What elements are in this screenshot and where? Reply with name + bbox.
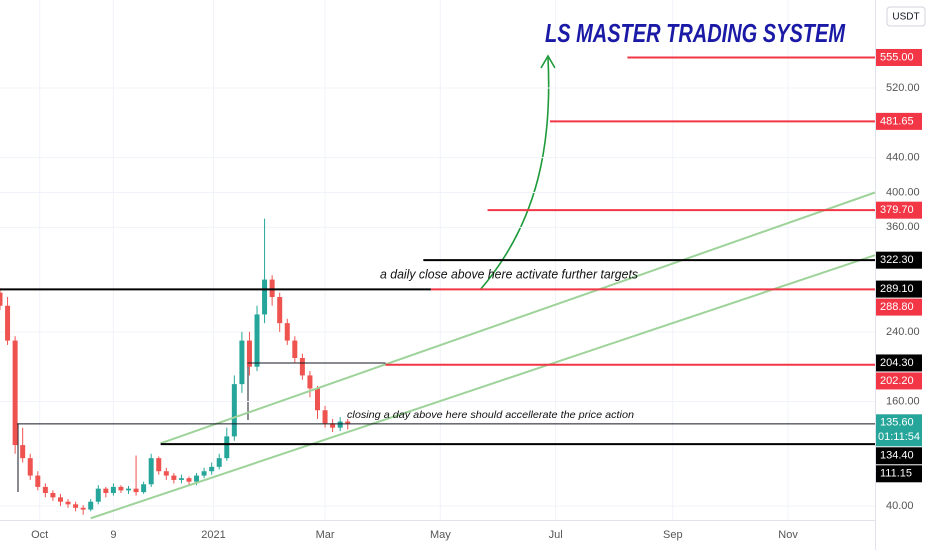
candle-body [118, 486, 124, 491]
arrow [479, 57, 550, 291]
candle-body [231, 384, 237, 437]
candle-body [110, 486, 116, 493]
candle-body [20, 445, 26, 459]
candle-body [163, 471, 169, 476]
candle-body [57, 497, 63, 502]
trendline [90, 254, 876, 520]
price-label-box [876, 447, 922, 465]
candle-body [314, 388, 320, 411]
candle-body [216, 458, 222, 467]
candle-body [307, 375, 313, 389]
price-label-box [876, 298, 922, 316]
candle-body [322, 410, 328, 424]
price-label: 135.60 [880, 417, 914, 429]
price-label: 134.40 [880, 450, 914, 462]
price-label-box [876, 112, 922, 130]
y-tick-label: 360.00 [886, 221, 920, 233]
x-tick-label: 9 [110, 529, 116, 541]
x-tick-label: 2021 [201, 529, 225, 541]
price-label-box [876, 251, 922, 269]
candle-body [148, 458, 154, 485]
candle-body [201, 471, 207, 476]
candle-body [126, 488, 132, 491]
candle-body [35, 475, 41, 487]
price-label: 289.10 [880, 283, 914, 295]
candle-body [178, 478, 184, 480]
x-tick-label: Sep [663, 529, 683, 541]
candle-body [254, 314, 260, 367]
candle-body [73, 504, 79, 508]
x-tick-label: Mar [316, 529, 335, 541]
currency-badge [886, 6, 926, 27]
annotation: closing a day above here should acceller… [347, 409, 634, 421]
candle-body [239, 340, 245, 385]
countdown: 01:11:54 [878, 431, 920, 443]
price-label: 111.15 [880, 468, 912, 480]
candle-body [0, 292, 3, 306]
candle-body [171, 475, 177, 480]
candle-body [5, 305, 11, 341]
candle-body [345, 421, 351, 424]
price-label: 379.70 [880, 204, 914, 216]
candle-body [88, 501, 94, 510]
price-label-box [876, 465, 922, 483]
x-tick-label: Oct [31, 529, 48, 541]
candle-body [262, 279, 268, 315]
candle-body [224, 436, 230, 459]
x-tick-label: May [430, 529, 451, 541]
candle-body [156, 458, 162, 472]
candle-body [337, 421, 343, 428]
annotation: a daily close above here activate furthe… [380, 266, 638, 281]
price-label-box [876, 201, 922, 219]
y-tick-label: 520.00 [886, 82, 920, 94]
y-tick-label: 400.00 [886, 186, 920, 198]
candle-body [186, 478, 192, 482]
candle-body [277, 297, 283, 324]
candle-body [269, 279, 275, 298]
x-tick-label: Nov [778, 529, 798, 541]
candle-body [141, 484, 147, 493]
y-tick-label: 440.00 [886, 152, 920, 164]
candle-body [133, 488, 139, 493]
candle-body [103, 488, 109, 493]
y-tick-label: 240.00 [886, 326, 920, 338]
candle-body [65, 501, 71, 505]
x-tick-label: Jul [549, 529, 563, 541]
price-label: 481.65 [880, 115, 914, 127]
candle-body [194, 475, 200, 482]
candle-body [209, 466, 215, 472]
candle-body [27, 458, 33, 476]
plot [0, 0, 876, 520]
candle-body [12, 340, 18, 446]
price-label-box [876, 48, 922, 66]
y-tick-label: 40.00 [886, 500, 914, 512]
currency: USDT [892, 12, 919, 23]
price-label-box [876, 280, 922, 298]
candle-body [95, 488, 101, 502]
price-label: 202.20 [880, 375, 914, 387]
price-label: 555.00 [880, 51, 914, 63]
candle-body [292, 340, 298, 358]
price-label: 288.80 [880, 301, 914, 313]
arrow-head [540, 54, 556, 69]
price-label-box [876, 372, 922, 390]
candle-body [246, 340, 252, 367]
candle-body [284, 323, 290, 341]
candle-body [50, 492, 56, 498]
price-label-box [876, 414, 922, 447]
price-label: 204.30 [880, 357, 914, 369]
price-label: 322.30 [880, 254, 914, 266]
y-tick-label: 160.00 [886, 395, 920, 407]
candle-body [42, 486, 48, 493]
candle-body [80, 507, 86, 510]
candle-body [299, 357, 305, 376]
price-label-box [876, 354, 922, 372]
candle-body [330, 423, 336, 428]
trendline [160, 191, 876, 445]
chart-title: LS MASTER TRADING SYSTEM [545, 18, 846, 48]
